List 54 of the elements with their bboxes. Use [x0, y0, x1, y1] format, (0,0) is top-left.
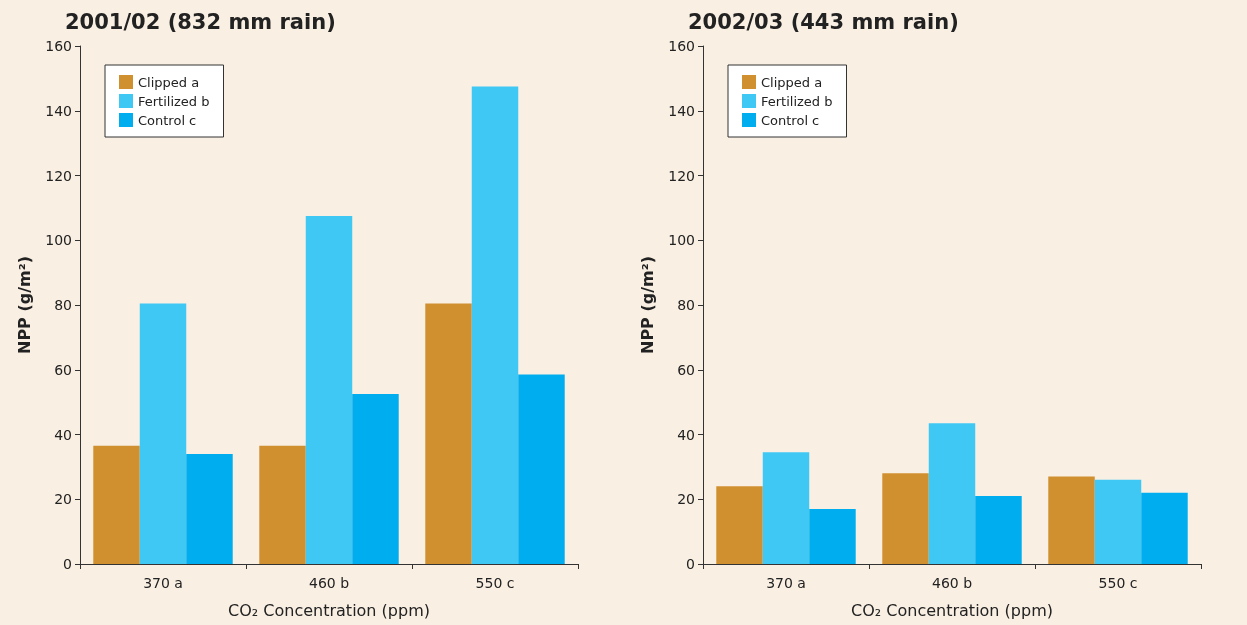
legend-label: Fertilized b	[761, 93, 833, 109]
y-tick-label: 120	[45, 167, 72, 184]
bar	[882, 473, 929, 564]
x-tick-label: 550 c	[1098, 575, 1138, 591]
y-tick-label: 140	[45, 102, 72, 119]
bar	[809, 508, 856, 564]
x-axis-title: CO₂ Concentration (ppm)	[851, 600, 1053, 620]
bar	[186, 453, 233, 564]
bar	[93, 445, 140, 564]
legend-label: Control c	[138, 112, 197, 128]
legend-label: Fertilized b	[138, 93, 210, 109]
y-tick-label: 40	[677, 426, 695, 443]
chart-title: 2002/03 (443 mm rain)	[688, 9, 959, 34]
y-tick-label: 0	[686, 556, 695, 572]
legend-label: Control c	[761, 112, 820, 128]
y-tick-label: 20	[677, 491, 695, 508]
bar	[259, 445, 306, 564]
bar	[425, 303, 472, 564]
bar	[975, 496, 1022, 564]
y-axis-title: NPP (g/m²)	[14, 255, 34, 355]
y-tick-label: 160	[45, 38, 72, 54]
y-tick-label: 100	[668, 232, 695, 249]
y-tick-label: 60	[54, 361, 72, 378]
x-axis-title: CO₂ Concentration (ppm)	[228, 600, 430, 620]
bar	[1094, 479, 1142, 564]
bar	[518, 374, 565, 564]
y-axis-title: NPP (g/m²)	[637, 255, 657, 355]
y-tick-label: 100	[45, 232, 72, 249]
x-tick-label: 550 c	[475, 575, 515, 591]
y-tick-label: 40	[54, 426, 72, 443]
y-tick-label: 80	[677, 297, 695, 313]
bar	[928, 423, 976, 564]
chart-title: 2001/02 (832 mm rain)	[65, 9, 336, 34]
y-tick-label: 80	[54, 297, 72, 313]
bar	[139, 303, 187, 564]
y-tick-label: 0	[63, 556, 72, 572]
x-tick-label: 370 a	[143, 575, 183, 591]
y-tick-label: 120	[668, 167, 695, 184]
x-tick-label: 460 b	[931, 575, 973, 591]
y-tick-label: 160	[668, 38, 695, 54]
y-tick-label: 20	[54, 491, 72, 508]
x-tick-label: 460 b	[308, 575, 350, 591]
bar	[1048, 476, 1095, 564]
bar	[1141, 492, 1188, 564]
bar	[716, 486, 763, 564]
y-tick-label: 140	[668, 102, 695, 119]
legend-label: Clipped a	[138, 74, 200, 90]
bar	[352, 394, 399, 564]
bar	[305, 215, 353, 564]
bar	[471, 86, 519, 564]
y-tick-label: 60	[677, 361, 695, 378]
bar	[762, 452, 810, 564]
x-tick-label: 370 a	[766, 575, 806, 591]
legend-label: Clipped a	[761, 74, 823, 90]
